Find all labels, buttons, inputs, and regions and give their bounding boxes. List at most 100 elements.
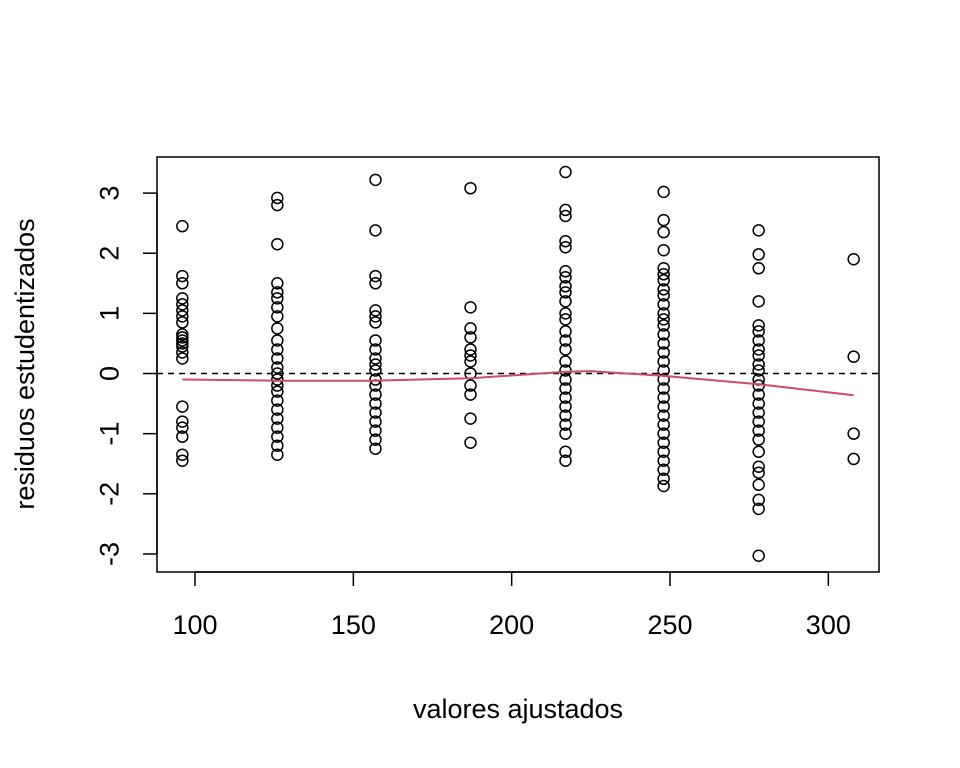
data-point — [176, 277, 189, 290]
data-point — [369, 433, 382, 446]
data-point — [369, 269, 382, 283]
data-point — [271, 412, 284, 425]
data-point — [559, 165, 572, 179]
data-point — [559, 343, 572, 356]
data-point — [464, 343, 477, 356]
data-point — [559, 295, 572, 308]
x-tick-label: 100 — [172, 610, 217, 640]
data-point — [657, 454, 670, 467]
data-point — [657, 185, 670, 199]
data-point — [271, 448, 284, 461]
data-point — [752, 325, 765, 338]
data-point — [657, 463, 670, 477]
data-point — [657, 274, 670, 287]
data-point — [176, 340, 189, 353]
data-point — [752, 478, 765, 492]
data-point — [657, 355, 670, 368]
x-tick-label: 200 — [489, 610, 534, 640]
y-axis-label: residuos estudentizados — [10, 218, 40, 509]
data-point — [559, 391, 572, 404]
data-point — [847, 252, 860, 266]
data-point — [559, 427, 572, 440]
data-point — [559, 209, 572, 223]
data-point — [752, 549, 765, 563]
data-point — [657, 382, 670, 395]
y-tick-label: 3 — [94, 186, 124, 201]
data-point — [657, 289, 670, 302]
data-point — [752, 397, 765, 410]
data-point — [176, 298, 189, 311]
data-point — [176, 269, 189, 283]
data-point — [752, 433, 765, 446]
data-point — [752, 388, 765, 401]
data-point — [369, 364, 382, 377]
data-point — [271, 439, 284, 452]
data-point — [847, 427, 860, 440]
data-point — [176, 430, 189, 443]
data-point — [559, 307, 572, 320]
data-point — [752, 224, 765, 237]
data-point — [369, 388, 382, 401]
y-tick-label: 1 — [94, 306, 124, 321]
data-point — [369, 424, 382, 437]
data-point — [559, 334, 572, 347]
data-point — [271, 198, 284, 212]
data-point — [559, 454, 572, 467]
data-point — [559, 400, 572, 413]
data-point — [752, 466, 765, 480]
data-point — [271, 286, 284, 299]
data-point — [752, 424, 765, 437]
data-point — [752, 349, 765, 362]
plot-frame — [156, 156, 880, 573]
data-point — [559, 445, 572, 458]
data-point — [369, 334, 382, 347]
data-point — [559, 271, 572, 284]
data-point — [369, 343, 382, 356]
data-point — [657, 225, 670, 239]
data-point — [271, 361, 284, 374]
data-point — [752, 415, 765, 428]
data-point — [176, 304, 189, 317]
data-point — [369, 442, 382, 455]
data-points — [176, 165, 860, 563]
data-point — [369, 310, 382, 323]
data-point — [464, 182, 477, 195]
data-point — [464, 331, 477, 344]
data-point — [176, 316, 189, 329]
data-point — [369, 373, 382, 386]
data-point — [752, 334, 765, 347]
data-point — [369, 224, 382, 237]
data-point — [657, 409, 670, 422]
data-point — [176, 352, 189, 365]
data-point — [657, 418, 670, 431]
x-tick-label: 150 — [331, 610, 376, 640]
data-point — [559, 418, 572, 431]
data-point — [271, 385, 284, 398]
data-point — [369, 415, 382, 428]
data-point — [176, 219, 189, 233]
data-point — [271, 191, 284, 205]
data-point — [657, 445, 670, 458]
data-point — [176, 421, 189, 434]
data-point — [752, 343, 765, 356]
data-point — [559, 234, 572, 248]
data-point — [369, 304, 382, 317]
data-point — [271, 301, 284, 314]
data-point — [559, 355, 572, 368]
data-point — [464, 436, 477, 449]
data-point — [752, 502, 765, 516]
data-point — [176, 415, 189, 428]
data-point — [271, 277, 284, 290]
data-point — [369, 358, 382, 371]
data-point — [176, 328, 189, 341]
data-point — [369, 277, 382, 290]
x-tick-label: 300 — [806, 610, 851, 640]
data-point — [752, 295, 765, 308]
data-point — [271, 322, 284, 335]
data-point — [559, 382, 572, 395]
data-point — [559, 280, 572, 293]
data-point — [559, 265, 572, 278]
data-point — [657, 307, 670, 320]
